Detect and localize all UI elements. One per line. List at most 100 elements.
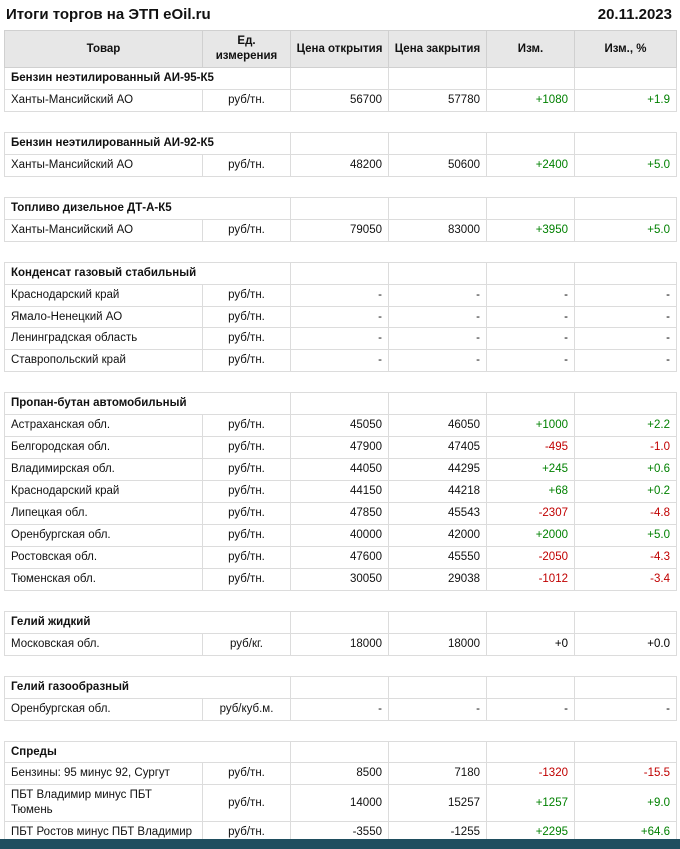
data-row: Оренбургская обл. руб/тн. 40000 42000 +2000 +… — [4, 523, 677, 547]
cell-product: Краснодарский край — [4, 283, 203, 307]
spacer-cell — [4, 371, 677, 393]
empty-cell — [290, 392, 389, 416]
cell-change-pct: - — [574, 327, 677, 351]
cell-unit: руб/тн. — [202, 523, 291, 547]
cell-change: -495 — [486, 436, 575, 460]
empty-cell — [486, 196, 575, 220]
empty-cell — [486, 261, 575, 285]
empty-cell — [388, 675, 487, 699]
empty-cell — [574, 196, 677, 220]
empty-cell — [486, 610, 575, 634]
data-row: Ханты-Мансийский АО руб/тн. 79050 83000 +395… — [4, 218, 677, 242]
report-date: 20.11.2023 — [597, 6, 672, 23]
cell-open: - — [290, 327, 389, 351]
cell-close: - — [388, 283, 487, 307]
col-header-unit: Ед. измерения — [202, 30, 291, 68]
data-row: Краснодарский край руб/тн. - - - - — [4, 283, 677, 307]
section-title: Бензин неэтилированный АИ-95-К5 — [4, 67, 291, 90]
cell-change: +1000 — [486, 414, 575, 438]
section-spacer — [4, 655, 677, 677]
cell-open: 40000 — [290, 523, 389, 547]
cell-unit: руб/тн. — [202, 88, 291, 112]
cell-close: 7180 — [388, 762, 487, 786]
cell-product: Оренбургская обл. — [4, 697, 203, 721]
cell-change: - — [486, 697, 575, 721]
cell-close: 44295 — [388, 458, 487, 482]
col-header-change: Изм. — [486, 30, 575, 68]
cell-open: 56700 — [290, 88, 389, 112]
cell-unit: руб/тн. — [202, 480, 291, 503]
cell-product: Ханты-Мансийский АО — [4, 88, 203, 112]
cell-unit: руб/тн. — [202, 436, 291, 460]
data-row: Белгородская обл. руб/тн. 47900 47405 -495 -1… — [4, 436, 677, 460]
cell-close: 42000 — [388, 523, 487, 547]
cell-unit: руб/кг. — [202, 632, 291, 656]
cell-change-pct: +0.6 — [574, 458, 677, 482]
cell-open: 48200 — [290, 153, 389, 177]
cell-open: - — [290, 283, 389, 307]
cell-open: 14000 — [290, 784, 389, 823]
cell-change-pct: -4.3 — [574, 545, 677, 569]
cell-close: 44218 — [388, 480, 487, 503]
cell-product: Ханты-Мансийский АО — [4, 218, 203, 242]
cell-product: Ростовская обл. — [4, 545, 203, 569]
cell-close: 45550 — [388, 545, 487, 569]
cell-unit: руб/тн. — [202, 784, 291, 823]
empty-cell — [290, 610, 389, 634]
empty-cell — [388, 740, 487, 764]
section-header-row: Гелий жидкий — [4, 610, 677, 634]
cell-unit: руб/тн. — [202, 327, 291, 351]
empty-cell — [574, 740, 677, 764]
spacer-cell — [4, 655, 677, 677]
cell-product: ПБТ Владимир минус ПБТ Тюмень — [4, 784, 203, 823]
cell-open: 47850 — [290, 502, 389, 525]
cell-open: - — [290, 349, 389, 373]
cell-change-pct: - — [574, 305, 677, 329]
col-header-open: Цена открытия — [290, 30, 389, 68]
cell-close: 50600 — [388, 153, 487, 177]
empty-cell — [574, 392, 677, 416]
cell-change-pct: +9.0 — [574, 784, 677, 823]
cell-open: 30050 — [290, 567, 389, 591]
empty-cell — [486, 675, 575, 699]
page-title: Итоги торгов на ЭТП eOil.ru — [6, 6, 211, 23]
empty-cell — [574, 67, 677, 90]
cell-open: 47600 — [290, 545, 389, 569]
cell-change: +1257 — [486, 784, 575, 823]
footer-bar — [0, 839, 680, 849]
cell-open: - — [290, 697, 389, 721]
cell-change-pct: - — [574, 283, 677, 307]
spacer-cell — [4, 111, 677, 133]
cell-change: +68 — [486, 480, 575, 503]
cell-close: 29038 — [388, 567, 487, 591]
cell-open: 18000 — [290, 632, 389, 656]
data-row: Липецкая обл. руб/тн. 47850 45543 -2307 -4.8 — [4, 502, 677, 525]
spacer-cell — [4, 176, 677, 198]
data-row: Астраханская обл. руб/тн. 45050 46050 +1000 +… — [4, 414, 677, 438]
section-spacer — [4, 371, 677, 393]
col-header-close: Цена закрытия — [388, 30, 487, 68]
empty-cell — [388, 610, 487, 634]
col-header-change-pct: Изм., % — [574, 30, 677, 68]
titlebar: Итоги торгов на ЭТП eOil.ru 20.11.2023 — [0, 0, 680, 30]
cell-change: +1080 — [486, 88, 575, 112]
cell-unit: руб/тн. — [202, 414, 291, 438]
section-header-row: Конденсат газовый стабильный — [4, 261, 677, 285]
cell-product: Оренбургская обл. — [4, 523, 203, 547]
data-row: Владимирская обл. руб/тн. 44050 44295 +245 +0… — [4, 458, 677, 482]
empty-cell — [388, 67, 487, 90]
data-row: Бензины: 95 минус 92, Сургут руб/тн. 8500 7… — [4, 762, 677, 786]
cell-product: Ямало-Ненецкий АО — [4, 305, 203, 329]
cell-close: 18000 — [388, 632, 487, 656]
cell-product: Ханты-Мансийский АО — [4, 153, 203, 177]
section-header-row: Пропан-бутан автомобильный — [4, 392, 677, 416]
empty-cell — [290, 196, 389, 220]
empty-cell — [388, 392, 487, 416]
cell-product: Ленинградская область — [4, 327, 203, 351]
cell-unit: руб/тн. — [202, 153, 291, 177]
cell-change: -2050 — [486, 545, 575, 569]
cell-unit: руб/тн. — [202, 458, 291, 482]
cell-product: Белгородская обл. — [4, 436, 203, 460]
cell-change: -2307 — [486, 502, 575, 525]
table-body: Бензин неэтилированный АИ-95-К5 Ханты-Ман… — [4, 67, 677, 845]
